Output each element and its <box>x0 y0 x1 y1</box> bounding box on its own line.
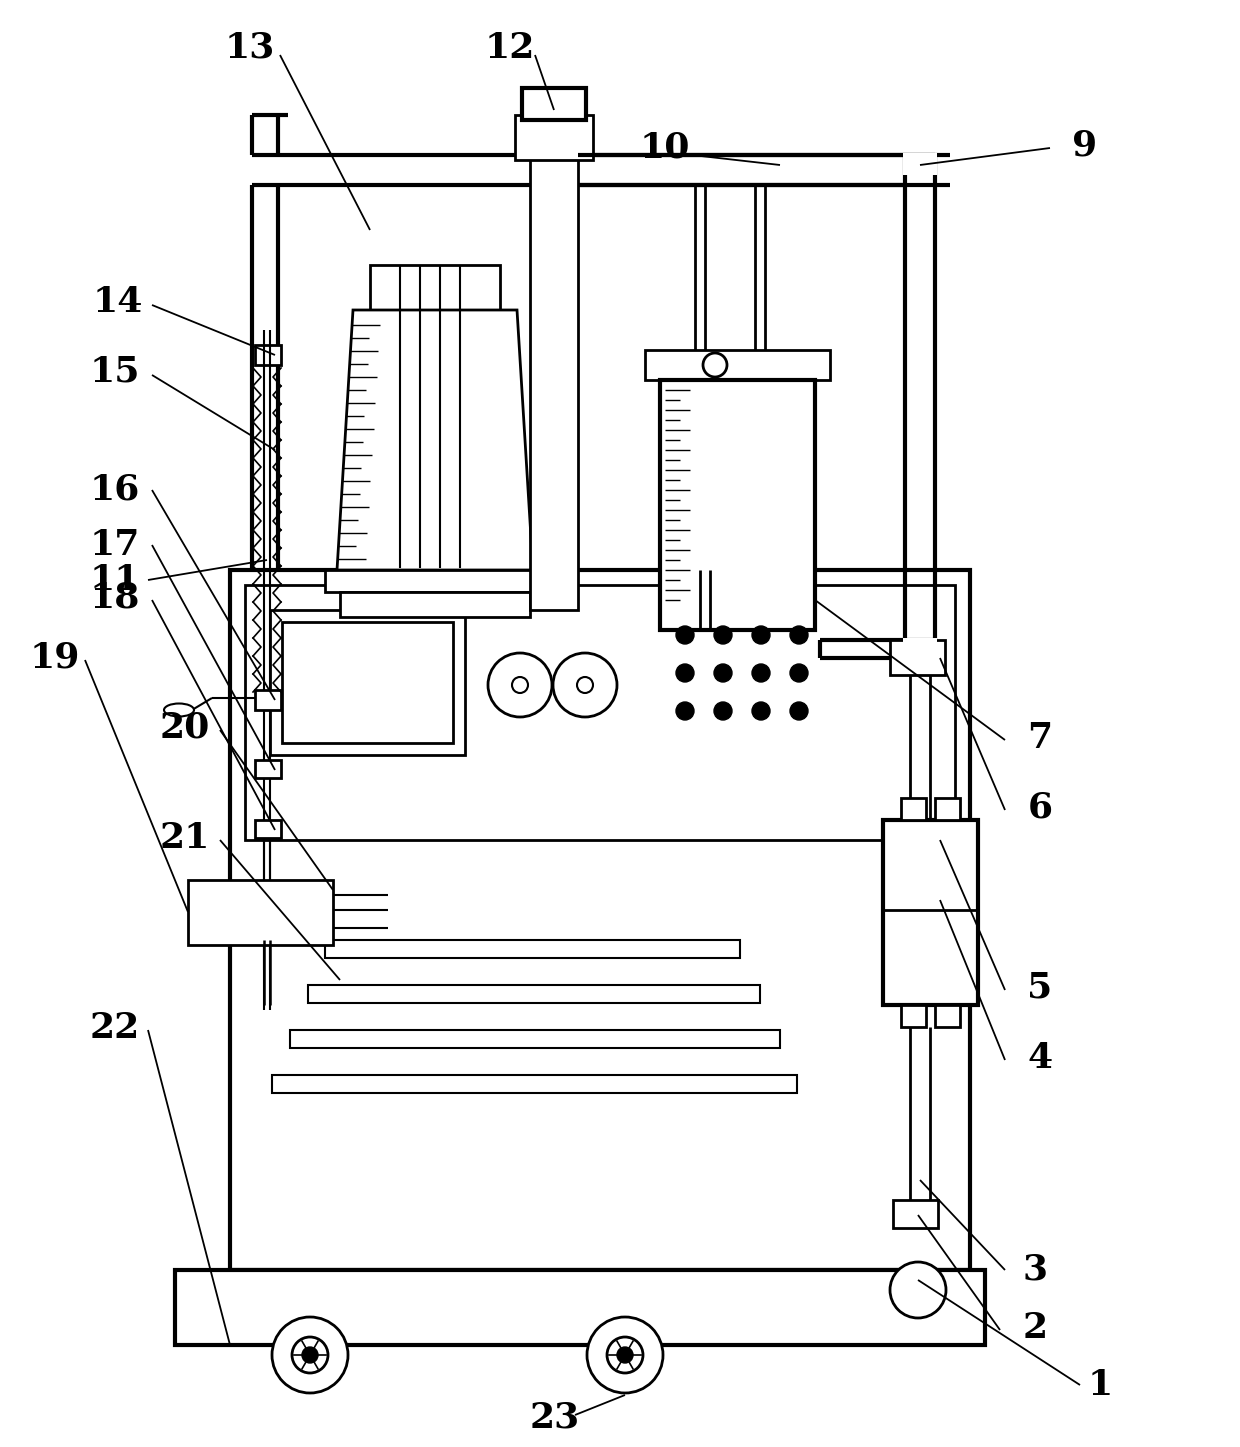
Bar <box>290 1030 780 1048</box>
Circle shape <box>272 1317 348 1393</box>
Text: 22: 22 <box>89 1011 140 1045</box>
Circle shape <box>553 653 618 718</box>
Bar <box>229 570 970 1270</box>
Circle shape <box>676 627 694 644</box>
Bar <box>325 570 546 592</box>
Text: 11: 11 <box>89 563 140 598</box>
Text: 13: 13 <box>224 30 275 65</box>
Text: 18: 18 <box>89 582 140 615</box>
Bar <box>901 797 926 820</box>
Bar <box>188 880 334 945</box>
Bar <box>901 1006 926 1027</box>
Text: 6: 6 <box>1028 792 1053 825</box>
Bar <box>255 344 281 365</box>
Text: 5: 5 <box>1028 971 1053 1006</box>
Circle shape <box>714 664 732 682</box>
Circle shape <box>512 677 528 693</box>
Circle shape <box>303 1347 317 1363</box>
Bar <box>645 350 830 381</box>
Circle shape <box>577 677 593 693</box>
Circle shape <box>751 702 770 721</box>
Circle shape <box>676 702 694 721</box>
Circle shape <box>714 702 732 721</box>
Bar <box>255 760 281 778</box>
Circle shape <box>751 627 770 644</box>
Bar <box>529 155 578 611</box>
Text: 9: 9 <box>1073 129 1097 164</box>
Circle shape <box>608 1337 644 1373</box>
Text: 20: 20 <box>160 710 211 745</box>
Text: 16: 16 <box>89 473 140 506</box>
Bar <box>308 985 760 1003</box>
Circle shape <box>714 627 732 644</box>
Circle shape <box>790 702 808 721</box>
Bar <box>903 638 937 660</box>
Text: 19: 19 <box>30 641 81 674</box>
Polygon shape <box>337 310 533 570</box>
Text: 2: 2 <box>1023 1311 1048 1346</box>
Text: 14: 14 <box>93 285 143 318</box>
Text: 7: 7 <box>1028 721 1053 755</box>
Bar <box>255 820 281 838</box>
Bar <box>935 797 960 820</box>
Text: 21: 21 <box>160 820 211 855</box>
Text: 17: 17 <box>89 528 140 561</box>
Circle shape <box>587 1317 663 1393</box>
Bar <box>883 820 978 1006</box>
Circle shape <box>703 353 727 378</box>
Text: 12: 12 <box>485 30 536 65</box>
Circle shape <box>676 664 694 682</box>
Circle shape <box>291 1337 329 1373</box>
Bar <box>281 622 453 742</box>
Bar <box>890 640 945 674</box>
Bar <box>325 941 740 958</box>
Bar <box>935 1006 960 1027</box>
Bar <box>246 585 955 841</box>
Text: 15: 15 <box>89 355 140 389</box>
Ellipse shape <box>164 703 193 716</box>
Bar <box>893 1200 937 1229</box>
Text: 3: 3 <box>1023 1253 1048 1286</box>
Circle shape <box>489 653 552 718</box>
Bar <box>175 1270 985 1346</box>
Text: 4: 4 <box>1028 1040 1053 1075</box>
Circle shape <box>618 1347 632 1363</box>
Bar <box>660 381 815 629</box>
Bar <box>255 690 281 710</box>
Bar <box>270 611 465 755</box>
Bar <box>903 153 937 175</box>
Bar <box>522 88 587 120</box>
Circle shape <box>890 1262 946 1318</box>
Bar <box>272 1075 797 1092</box>
Circle shape <box>790 627 808 644</box>
Circle shape <box>790 664 808 682</box>
Text: 10: 10 <box>640 132 691 165</box>
Bar <box>515 114 593 161</box>
Text: 23: 23 <box>529 1401 580 1435</box>
Bar <box>370 265 500 310</box>
Circle shape <box>751 664 770 682</box>
Bar <box>340 592 529 616</box>
Text: 1: 1 <box>1087 1367 1112 1402</box>
